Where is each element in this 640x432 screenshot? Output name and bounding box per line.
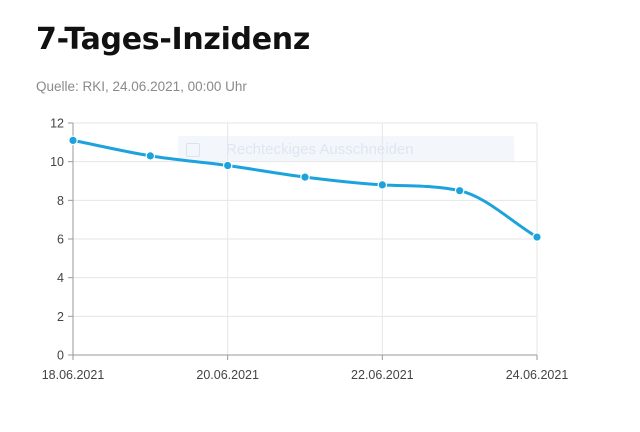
x-tick-label: 22.06.2021 — [351, 368, 414, 382]
chart-points — [68, 135, 542, 242]
snipping-overlay — [178, 136, 514, 162]
chart-grid — [73, 122, 538, 355]
data-point — [454, 185, 465, 196]
chart-axes: 0 2 4 6 8 10 12 18.06.2021 20.06.2021 22.06.2021 2… — [42, 117, 569, 383]
y-tick-label: 10 — [50, 155, 64, 169]
chart-series — [71, 138, 539, 239]
x-tick-label: 24.06.2021 — [506, 368, 569, 382]
data-point — [222, 160, 233, 171]
data-point — [145, 151, 156, 161]
series-line — [71, 138, 539, 239]
snipping-rectangle-icon — [186, 143, 200, 157]
y-tick-label: 2 — [57, 310, 64, 324]
y-tick-label: 6 — [57, 233, 64, 247]
y-tick-label: 0 — [57, 349, 64, 363]
x-tick-label: 20.06.2021 — [196, 368, 259, 382]
y-tick-label: 4 — [57, 271, 64, 285]
x-tick-label: 18.06.2021 — [42, 368, 105, 382]
data-point — [68, 135, 78, 146]
snipping-overlay-label: Rechteckiges Ausschneiden — [226, 141, 414, 158]
data-point — [377, 180, 388, 190]
y-tick-label: 8 — [57, 194, 64, 208]
data-point — [532, 232, 542, 242]
chart-title: 7-Tages-Inzidenz — [36, 22, 310, 57]
chart-subtitle: Quelle: RKI, 24.06.2021, 00:00 Uhr — [36, 79, 247, 94]
data-point — [300, 172, 310, 182]
y-tick-label: 12 — [50, 117, 64, 131]
